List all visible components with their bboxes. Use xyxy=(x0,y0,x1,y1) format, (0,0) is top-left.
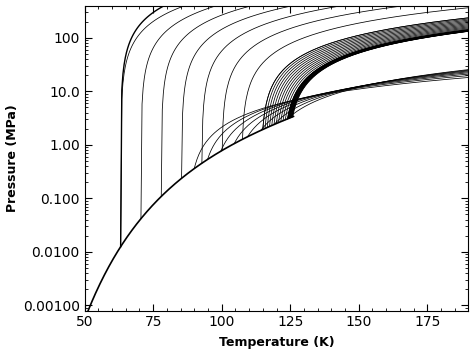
X-axis label: Temperature (K): Temperature (K) xyxy=(219,337,334,349)
Y-axis label: Pressure (MPa): Pressure (MPa) xyxy=(6,104,18,212)
